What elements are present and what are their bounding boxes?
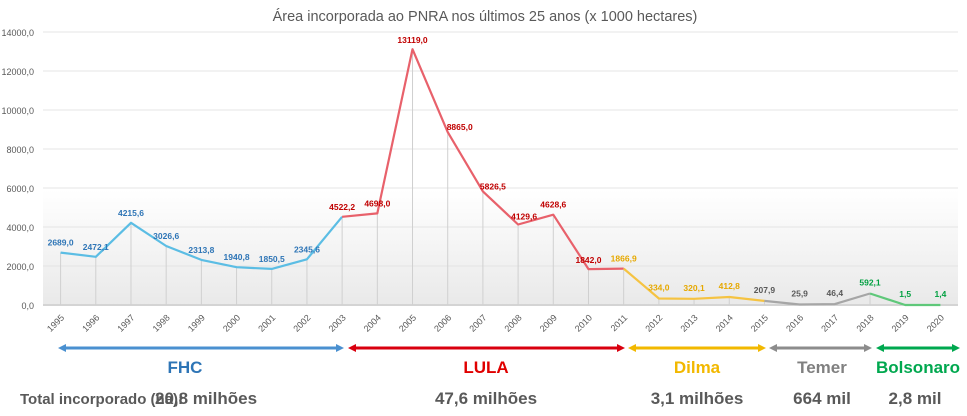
x-tick-label: 2009	[538, 313, 559, 334]
arrowhead-left	[348, 344, 356, 352]
x-tick-label: 2005	[397, 313, 418, 334]
period-total: 20,8 milhões	[155, 389, 257, 408]
period-name: Dilma	[674, 358, 721, 377]
x-tick-label: 2014	[714, 313, 735, 334]
period-name: Temer	[797, 358, 847, 377]
x-tick-label: 2002	[291, 313, 312, 334]
data-label: 412,8	[719, 281, 741, 291]
data-label: 2345,6	[294, 244, 320, 254]
x-tick-label: 2019	[890, 313, 911, 334]
arrowhead-left	[58, 344, 66, 352]
arrowhead-left	[876, 344, 884, 352]
arrowhead-right	[617, 344, 625, 352]
x-tick-label: 2015	[749, 313, 770, 334]
arrowhead-left	[628, 344, 636, 352]
data-label: 2313,8	[188, 245, 214, 255]
period-name: FHC	[168, 358, 203, 377]
period-total: 2,8 mil	[889, 389, 942, 408]
data-label: 8865,0	[447, 122, 473, 132]
x-tick-label: 1995	[45, 313, 66, 334]
x-tick-label: 1998	[151, 313, 172, 334]
y-tick-label: 14000,0	[1, 28, 34, 38]
x-tick-label: 2018	[854, 313, 875, 334]
period-name: LULA	[463, 358, 508, 377]
y-tick-label: 6000,0	[6, 184, 34, 194]
data-label: 334,0	[648, 282, 670, 292]
series-line-temer	[764, 292, 871, 306]
x-tick-label: 2000	[221, 313, 242, 334]
series-line-bolsonaro	[869, 292, 941, 307]
data-label: 4215,6	[118, 208, 144, 218]
x-tick-label: 2001	[256, 313, 277, 334]
data-label: 4129,6	[511, 211, 537, 221]
x-tick-label: 2017	[819, 313, 840, 334]
x-tick-label: 1997	[115, 313, 136, 334]
data-label: 5826,5	[480, 181, 506, 191]
data-label: 1,4	[934, 289, 946, 299]
period-total: 664 mil	[793, 389, 851, 408]
data-label: 2472,1	[83, 242, 109, 252]
data-label: 3026,6	[153, 231, 179, 241]
arrowhead-left	[769, 344, 777, 352]
period-total: 47,6 milhões	[435, 389, 537, 408]
x-tick-label: 2006	[432, 313, 453, 334]
data-label: 1940,8	[224, 252, 250, 262]
series-line-dilma	[622, 267, 765, 302]
data-label: 25,9	[791, 288, 808, 298]
arrowhead-right	[336, 344, 344, 352]
x-tick-label: 2003	[327, 313, 348, 334]
arrowhead-right	[758, 344, 766, 352]
total-label: Total incorporado (ha):	[20, 391, 183, 408]
y-tick-label: 2000,0	[6, 262, 34, 272]
x-tick-label: 2004	[362, 313, 383, 334]
data-label: 592,1	[859, 277, 881, 287]
data-label: 1850,5	[259, 254, 285, 264]
x-tick-label: 1996	[80, 313, 101, 334]
x-tick-label: 2013	[678, 313, 699, 334]
data-label: 207,9	[754, 285, 776, 295]
series-line-fhc	[60, 216, 343, 270]
period-name: Bolsonaro	[876, 358, 960, 377]
data-label: 1,5	[899, 289, 911, 299]
chart-title: Área incorporada ao PNRA nos últimos 25 …	[273, 8, 698, 25]
series-line-lula	[341, 48, 624, 271]
y-tick-label: 12000,0	[1, 67, 34, 77]
x-tick-label: 2016	[784, 313, 805, 334]
data-label: 4628,6	[540, 200, 566, 210]
y-tick-label: 8000,0	[6, 145, 34, 155]
data-label: 4522,2	[329, 202, 355, 212]
data-label: 1866,9	[611, 254, 637, 264]
data-label: 46,4	[827, 288, 844, 298]
data-label: 13119,0	[397, 35, 428, 45]
y-tick-label: 10000,0	[1, 106, 34, 116]
data-label: 1842,0	[575, 255, 601, 265]
x-tick-label: 2011	[609, 313, 630, 334]
x-tick-label: 2012	[643, 313, 664, 334]
y-tick-label: 0,0	[21, 301, 34, 311]
x-tick-label: 1999	[186, 313, 207, 334]
arrowhead-right	[952, 344, 960, 352]
arrowhead-right	[864, 344, 872, 352]
data-label: 320,1	[683, 283, 705, 293]
data-label: 2689,0	[48, 238, 74, 248]
period-total: 3,1 milhões	[651, 389, 744, 408]
y-tick-label: 4000,0	[6, 223, 34, 233]
x-tick-label: 2007	[467, 313, 488, 334]
data-label: 4698,0	[364, 198, 390, 208]
x-tick-label: 2010	[573, 313, 594, 334]
x-tick-label: 2020	[925, 313, 946, 334]
x-tick-label: 2008	[503, 313, 524, 334]
